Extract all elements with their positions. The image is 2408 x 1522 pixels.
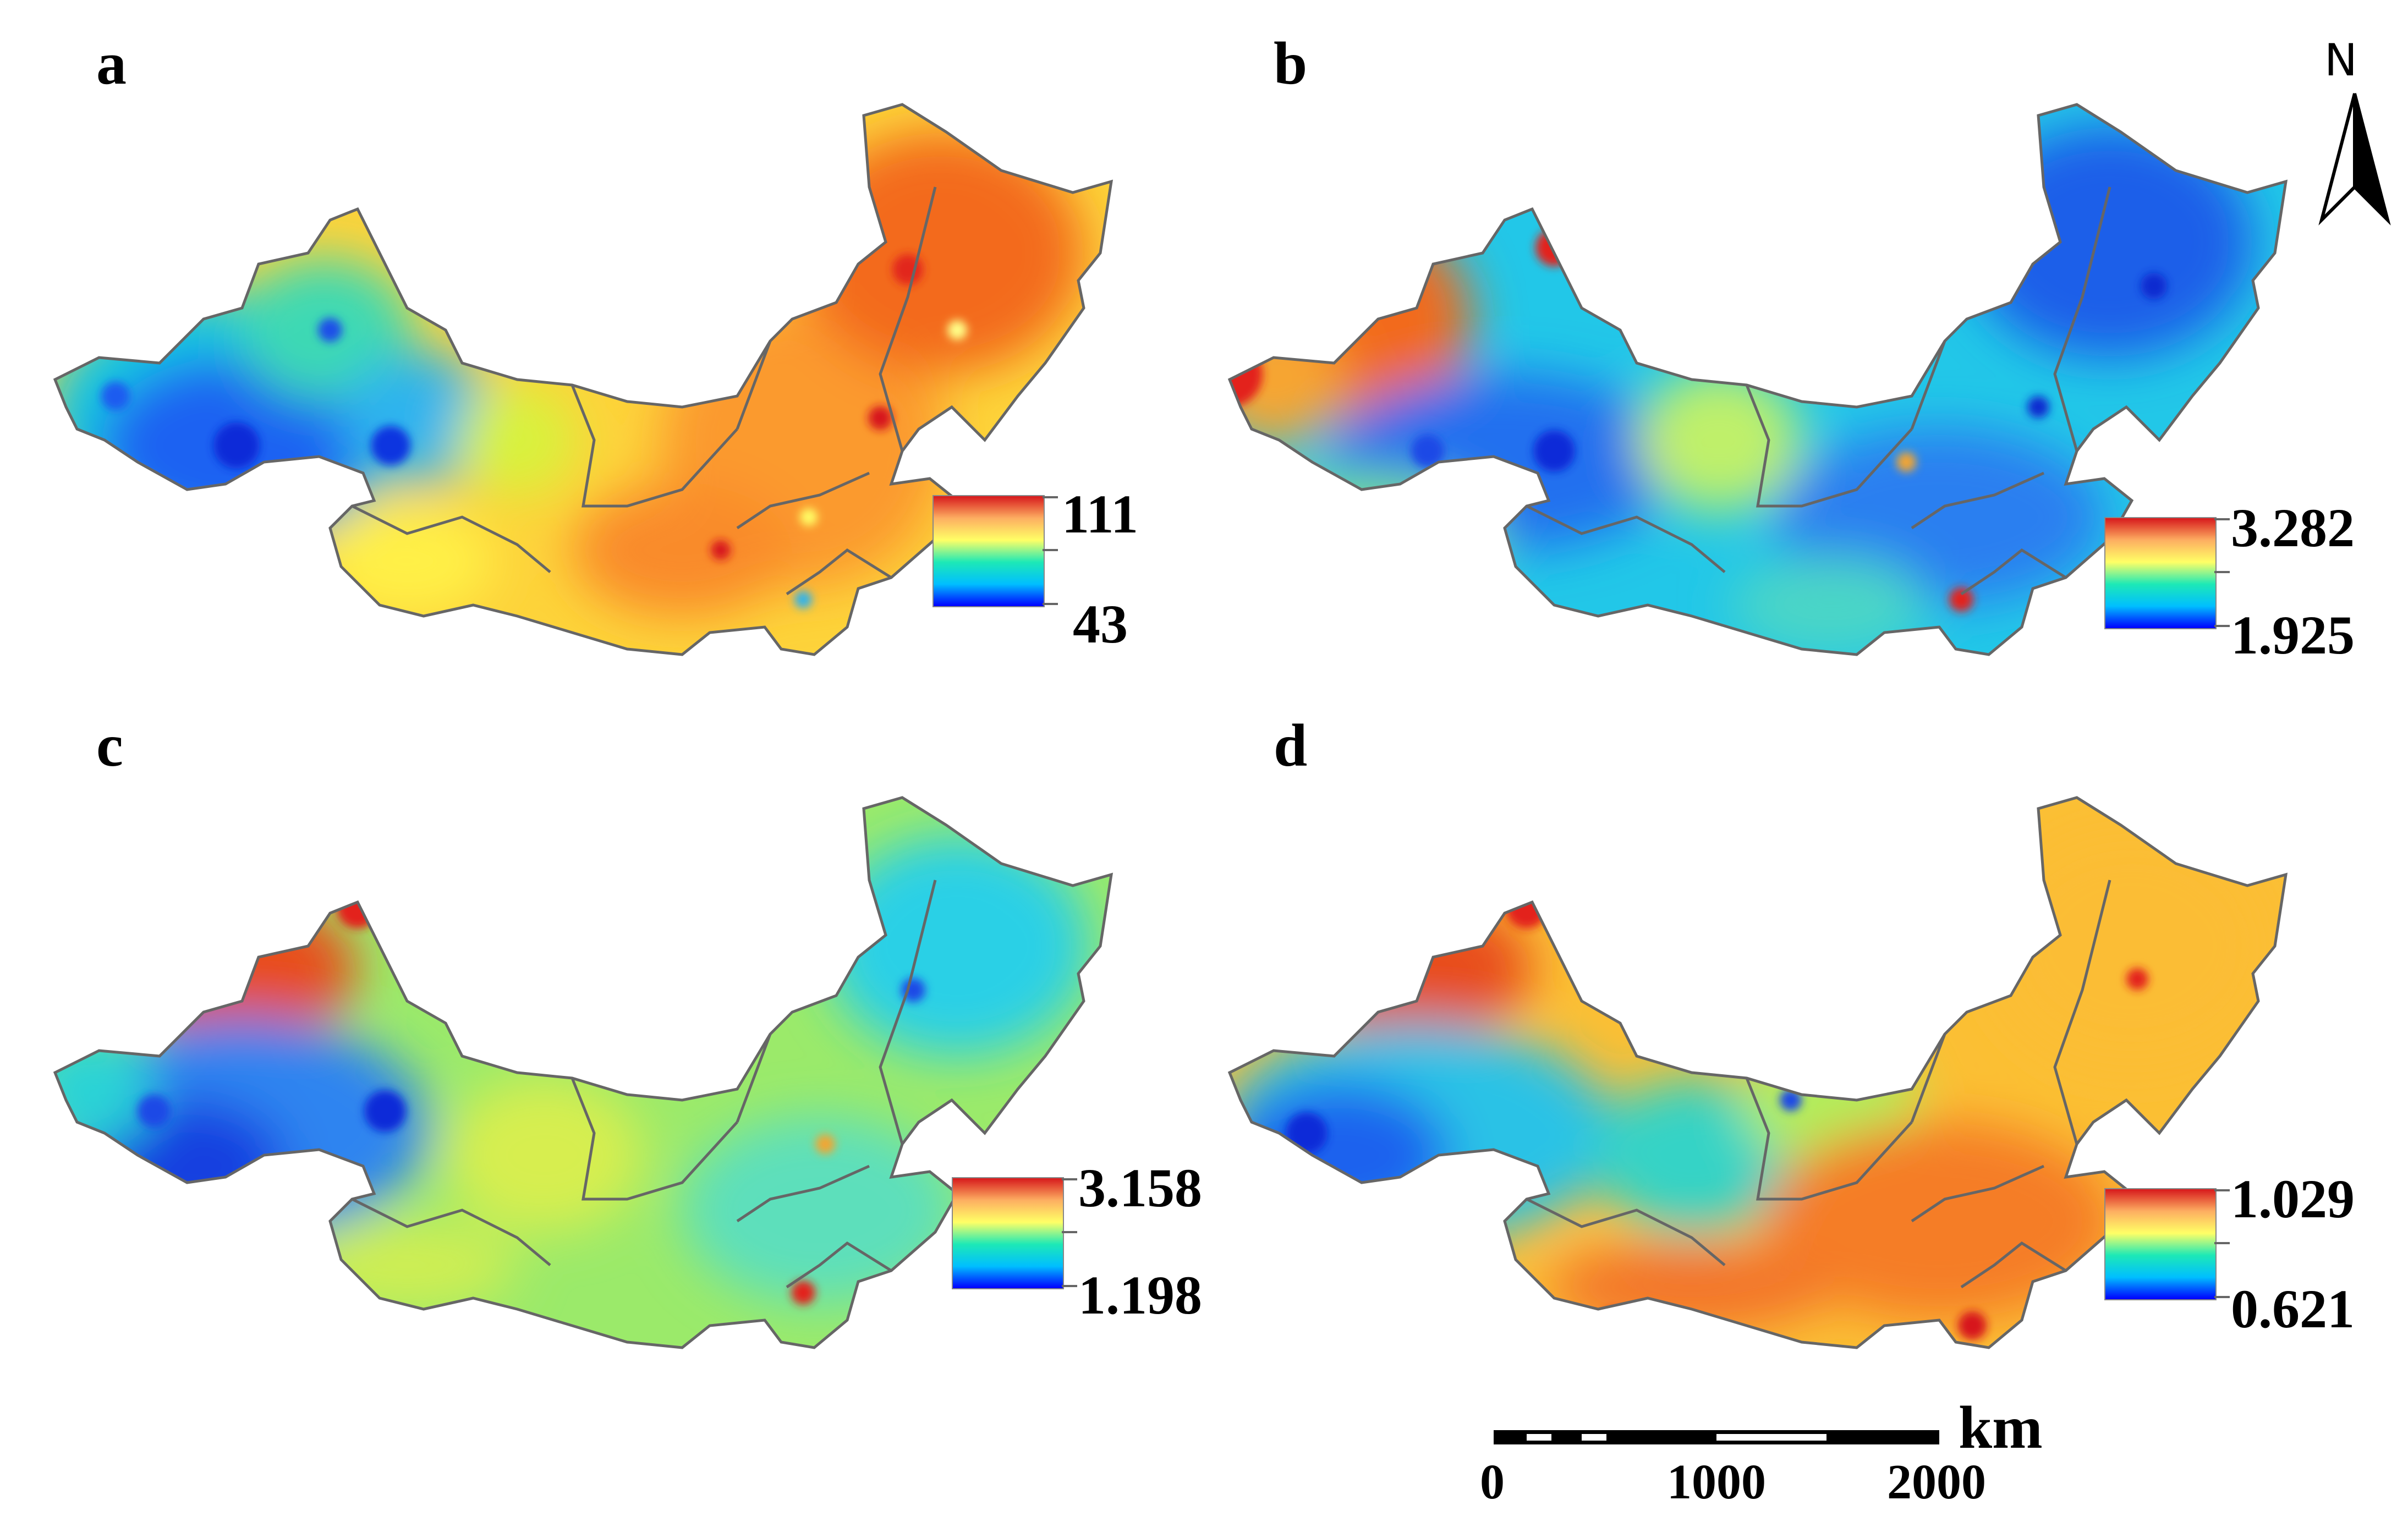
legend-tick xyxy=(2214,625,2230,627)
legend-tick xyxy=(1043,603,1058,605)
scale-unit: km xyxy=(1959,1394,2043,1461)
legend-tick xyxy=(2214,1242,2230,1244)
legend-tick xyxy=(1043,549,1058,551)
north-letter: N xyxy=(2324,35,2357,86)
north-arrow-icon xyxy=(2318,93,2391,226)
choropleth-map xyxy=(22,715,1205,1430)
legend-tick xyxy=(2214,571,2230,573)
legend-min-label: 0.621 xyxy=(2231,1278,2355,1339)
legend-tick xyxy=(1043,496,1058,498)
legend-tick xyxy=(2214,1189,2230,1191)
scale-label-mid: 1000 xyxy=(1667,1455,1766,1509)
legend-tick xyxy=(1062,1285,1077,1287)
scale-label-start: 0 xyxy=(1480,1455,1505,1509)
legend-min-label: 1.198 xyxy=(1078,1265,1202,1326)
color-legend-bar xyxy=(933,495,1045,607)
color-legend-bar xyxy=(952,1177,1064,1289)
choropleth-map xyxy=(1197,715,2379,1430)
panel-label: d xyxy=(1274,712,1308,779)
legend-tick xyxy=(2214,1296,2230,1298)
panel-label: a xyxy=(96,30,127,97)
panel-label: c xyxy=(96,712,123,779)
legend-max-label: 3.158 xyxy=(1078,1157,1202,1218)
scale-label-end: 2000 xyxy=(1887,1455,1986,1509)
legend-tick xyxy=(2214,518,2230,520)
map-panel-d: d xyxy=(1197,715,2379,1430)
legend-max-label: 1.029 xyxy=(2231,1168,2355,1229)
legend-tick xyxy=(1062,1231,1077,1233)
color-legend-bar xyxy=(2104,517,2217,629)
legend-tick xyxy=(1062,1178,1077,1180)
panel-label: b xyxy=(1274,30,1308,97)
scale-bar xyxy=(1494,1430,1939,1444)
map-panel-b: b xyxy=(1197,22,2379,737)
legend-max-label: 3.282 xyxy=(2231,497,2355,558)
choropleth-map xyxy=(22,22,1205,737)
map-panel-a: a xyxy=(22,22,1205,737)
legend-max-label: 111 xyxy=(1062,483,1138,545)
map-panel-c: c xyxy=(22,715,1205,1430)
legend-min-label: 1.925 xyxy=(2231,605,2355,666)
color-legend-bar xyxy=(2104,1188,2217,1300)
choropleth-map xyxy=(1197,22,2379,737)
legend-min-label: 43 xyxy=(1073,594,1128,655)
